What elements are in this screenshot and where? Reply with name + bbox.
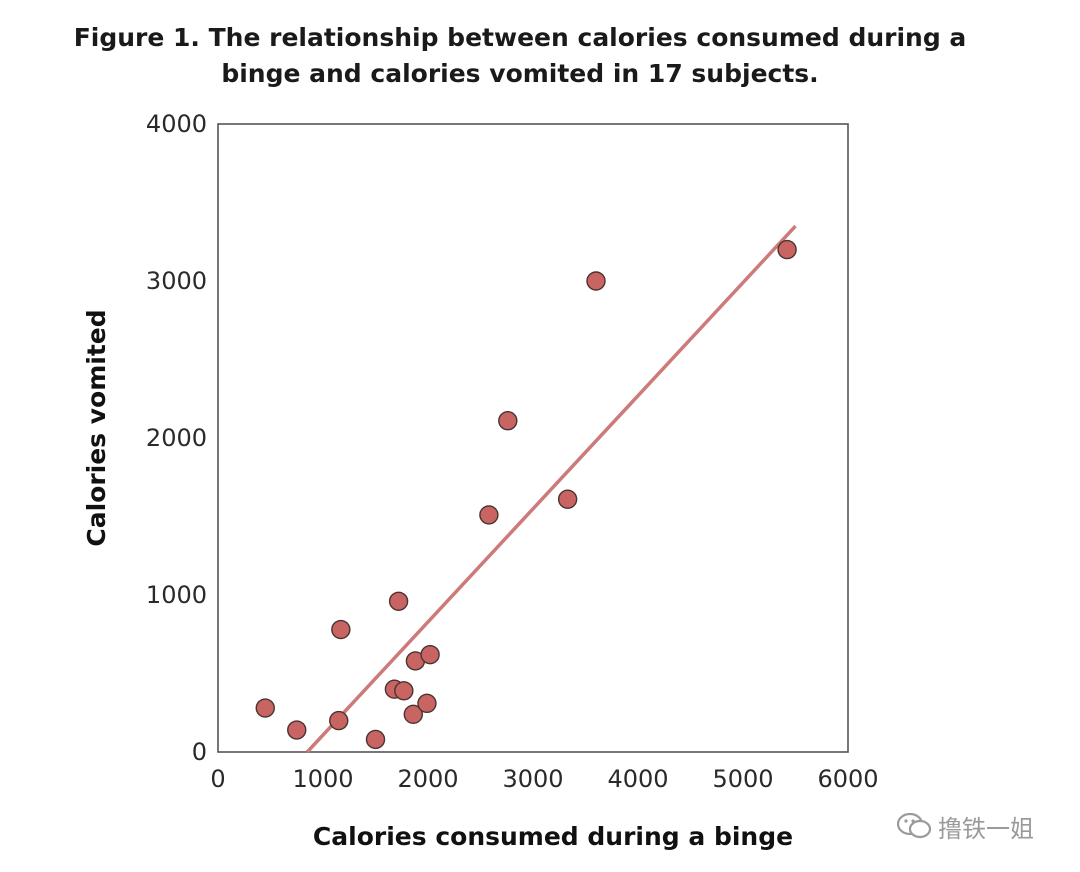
data-point (329, 710, 349, 731)
x-tick-label: 5000 (712, 765, 773, 793)
data-point (498, 411, 518, 431)
y-tick-label: 4000 (146, 110, 207, 138)
wechat-icon (896, 812, 932, 839)
y-tick-label: 3000 (146, 267, 207, 295)
x-tick-label: 2000 (397, 765, 458, 793)
y-axis-label: Calories vomited (82, 309, 111, 546)
data-point (586, 271, 606, 291)
data-point (255, 698, 275, 718)
data-point (420, 644, 440, 665)
trendline (305, 224, 797, 754)
x-tick-label: 0 (210, 765, 225, 793)
data-point (557, 489, 578, 509)
data-point (403, 704, 423, 725)
data-point (365, 729, 386, 750)
data-point (394, 681, 414, 701)
x-tick-label: 6000 (817, 765, 878, 793)
data-point (287, 720, 307, 740)
data-point (388, 591, 409, 611)
x-tick-label: 4000 (607, 765, 668, 793)
x-tick-label: 1000 (292, 765, 353, 793)
chart-title-line-2: binge and calories vomited in 17 subject… (221, 59, 819, 88)
watermark: 撸铁一姐 (896, 806, 1034, 846)
y-tick-label: 2000 (146, 424, 207, 452)
data-point (331, 619, 351, 640)
y-tick-label: 1000 (146, 581, 207, 609)
x-tick-label: 3000 (502, 765, 563, 793)
x-axis-label: Calories consumed during a binge (313, 822, 793, 851)
data-point (417, 693, 437, 714)
data-point (479, 505, 499, 525)
chart-title: Figure 1. The relationship between calor… (0, 20, 1040, 92)
data-point (777, 239, 797, 260)
chart-title-line-1: Figure 1. The relationship between calor… (73, 23, 967, 52)
y-tick-label: 0 (192, 738, 207, 766)
plot-frame (217, 123, 849, 753)
watermark-text: 撸铁一姐 (938, 814, 1034, 843)
